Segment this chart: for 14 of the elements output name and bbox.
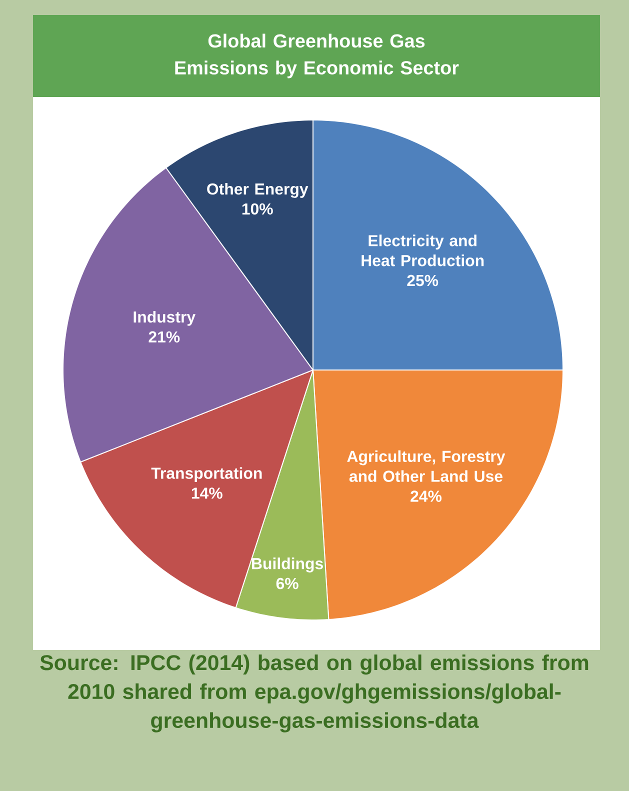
data-label: 21% — [148, 331, 180, 343]
slice-label: Electricity and Heat Production — [362, 234, 484, 266]
data-label: 6% — [276, 578, 298, 590]
data-label: 10% — [242, 203, 273, 215]
slice-label: Buildings — [252, 558, 323, 572]
data-label: 25% — [407, 274, 438, 286]
slice-label: Industry — [134, 310, 196, 326]
slice-label: Other Energy — [207, 182, 308, 198]
slice-label: Transportation — [151, 467, 262, 482]
data-label: 24% — [410, 490, 442, 502]
chart-title: Global Greenhouse Gas Emissions by Economic Sector — [175, 34, 459, 78]
data-label: 14% — [192, 488, 222, 499]
slice-label: Agriculture, Forestry and Other Land Use — [347, 450, 506, 482]
source-note: Source: IPCC (2014) based on global emissions from 2010 shared from epa.gov/ghgemissions/global-greenhouse-gas-emissions-data — [40, 654, 588, 732]
